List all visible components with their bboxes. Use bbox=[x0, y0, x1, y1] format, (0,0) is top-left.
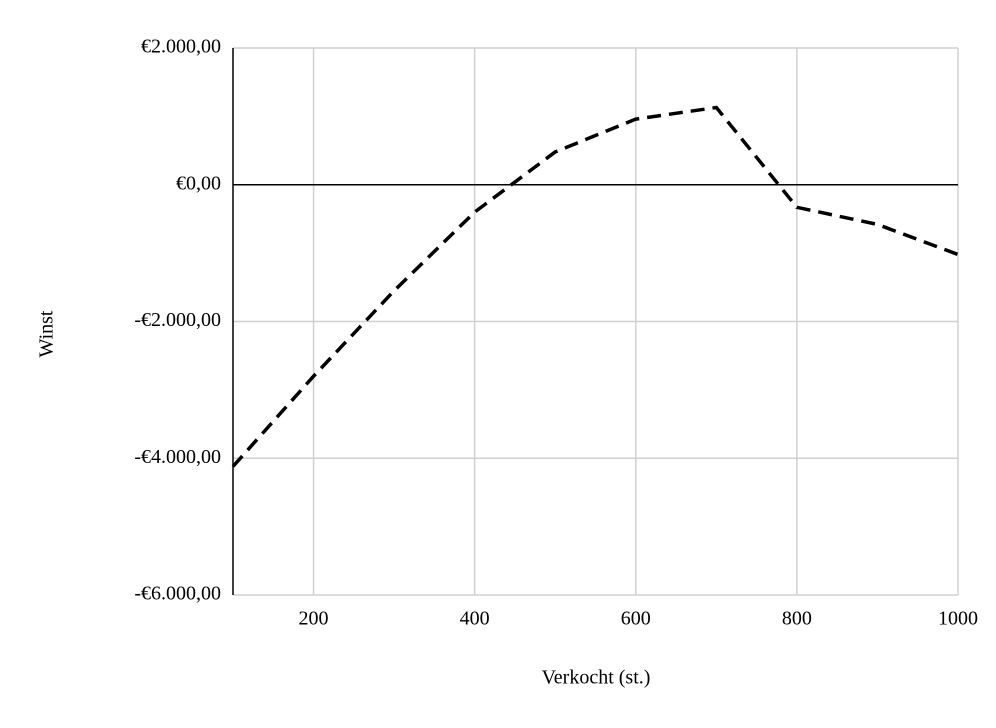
y-tick-label: -€6.000,00 bbox=[134, 583, 221, 605]
data-line bbox=[231, 105, 959, 468]
x-tick-label: 1000 bbox=[938, 608, 978, 630]
x-tick-label: 600 bbox=[621, 608, 651, 630]
y-tick-label: -€4.000,00 bbox=[134, 446, 221, 468]
x-tick-label: 400 bbox=[460, 608, 490, 630]
x-tick-label: 800 bbox=[782, 608, 812, 630]
y-tick-label: €0,00 bbox=[176, 172, 221, 194]
x-tick-label: 200 bbox=[299, 608, 329, 630]
y-axis-label: Winst bbox=[36, 310, 58, 357]
x-axis-label: Verkocht (st.) bbox=[542, 667, 651, 689]
y-tick-label: -€2.000,00 bbox=[134, 309, 221, 331]
y-tick-label: €2.000,00 bbox=[141, 36, 221, 58]
